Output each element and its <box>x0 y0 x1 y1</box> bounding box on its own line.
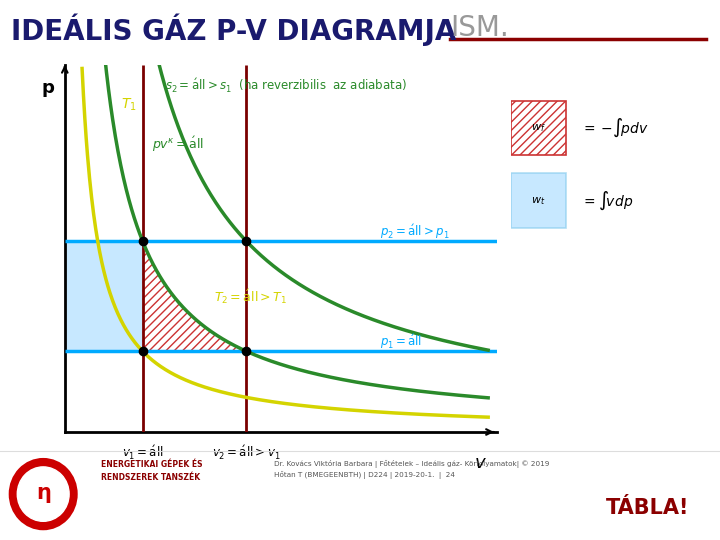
Text: $v_1 = \mathrm{\acute{a}ll}$: $v_1 = \mathrm{\acute{a}ll}$ <box>122 444 163 462</box>
Text: p: p <box>41 79 54 98</box>
Text: $v_2 = \mathrm{\acute{a}ll} > v_1$: $v_2 = \mathrm{\acute{a}ll} > v_1$ <box>212 444 281 462</box>
Text: $pv^{\kappa} = \mathrm{\acute{a}ll}$: $pv^{\kappa} = \mathrm{\acute{a}ll}$ <box>152 135 204 154</box>
Text: $p_2 = \mathrm{\acute{a}ll} > p_1$: $p_2 = \mathrm{\acute{a}ll} > p_1$ <box>380 221 450 240</box>
Text: $= \int\! vdp$: $= \int\! vdp$ <box>581 190 634 212</box>
Text: $w_f$: $w_f$ <box>531 122 546 134</box>
Text: $= -\!\int\! pdv$: $= -\!\int\! pdv$ <box>581 117 649 139</box>
Circle shape <box>17 467 69 521</box>
Circle shape <box>10 460 76 529</box>
Text: $w_t$: $w_t$ <box>531 195 546 207</box>
Text: ISM.: ISM. <box>450 14 509 42</box>
Text: TÁBLA!: TÁBLA! <box>606 498 690 518</box>
Text: v: v <box>474 454 485 472</box>
Bar <box>511 173 566 228</box>
Text: $T_1$: $T_1$ <box>121 97 137 113</box>
Text: $T_2 = \mathrm{\acute{a}ll} > T_1$: $T_2 = \mathrm{\acute{a}ll} > T_1$ <box>214 287 287 306</box>
Text: $s_2 = \mathrm{\acute{a}ll} > s_1$  (ha reverzibilis  az adiabata): $s_2 = \mathrm{\acute{a}ll} > s_1$ (ha r… <box>165 77 407 94</box>
Text: η: η <box>36 483 50 503</box>
Text: $p_1 = \mathrm{\acute{a}ll}$: $p_1 = \mathrm{\acute{a}ll}$ <box>380 332 423 350</box>
Text: IDEÁLIS GÁZ P-V DIAGRAMJA: IDEÁLIS GÁZ P-V DIAGRAMJA <box>11 14 456 46</box>
Text: ENERGETIKAI GÉPEK ÉS
RENDSZEREK TANSZÉK: ENERGETIKAI GÉPEK ÉS RENDSZEREK TANSZÉK <box>101 460 202 482</box>
Text: Dr. Kovács Viktória Barbara | Főtételek – Ideális gáz- Körfolyamatok| © 2019
Hőt: Dr. Kovács Viktória Barbara | Főtételek … <box>274 460 549 479</box>
Bar <box>511 101 566 156</box>
